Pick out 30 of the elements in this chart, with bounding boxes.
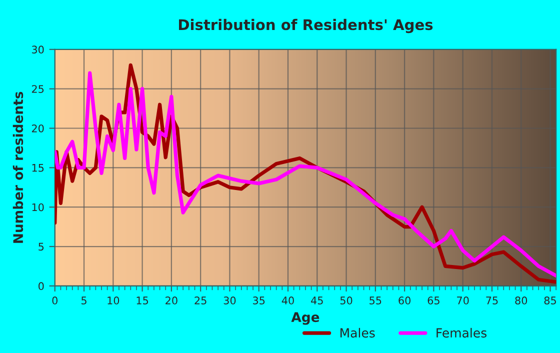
y-tick-label: 10 bbox=[32, 203, 44, 212]
x-tick-label: 25 bbox=[194, 296, 206, 304]
y-tick-label: 25 bbox=[32, 85, 44, 93]
y-tick-label: 15 bbox=[32, 164, 44, 172]
legend-label: Males bbox=[340, 328, 375, 338]
chart-title: Distribution of Residents' Ages bbox=[178, 18, 433, 34]
y-tick-label: 0 bbox=[38, 282, 44, 290]
x-tick-label: 50 bbox=[340, 296, 352, 304]
x-tick-label: 80 bbox=[515, 296, 528, 304]
x-tick-label: 15 bbox=[136, 296, 148, 304]
x-tick-label: 20 bbox=[166, 296, 178, 304]
x-tick-label: 75 bbox=[486, 296, 498, 304]
x-tick-label: 85 bbox=[544, 296, 556, 304]
x-tick-label: 10 bbox=[108, 296, 120, 304]
x-tick-label: 30 bbox=[224, 296, 236, 304]
legend-label: Females bbox=[436, 328, 486, 338]
x-axis-title: Age bbox=[291, 312, 320, 325]
x-tick-label: 65 bbox=[428, 296, 440, 304]
x-tick-label: 45 bbox=[311, 296, 323, 304]
x-tick-label: 5 bbox=[82, 296, 86, 304]
y-axis-title: Number of residents bbox=[12, 92, 24, 243]
x-tick-label: 60 bbox=[398, 296, 410, 304]
y-tick-label: 20 bbox=[32, 124, 44, 132]
y-tick-label: 30 bbox=[32, 46, 44, 54]
x-tick-label: 40 bbox=[282, 296, 294, 304]
x-tick-label: 70 bbox=[457, 296, 469, 304]
x-tick-label: 0 bbox=[52, 296, 58, 304]
y-tick-label: 5 bbox=[38, 242, 44, 251]
x-tick-label: 55 bbox=[370, 296, 382, 304]
x-tick-label: 35 bbox=[253, 296, 265, 304]
